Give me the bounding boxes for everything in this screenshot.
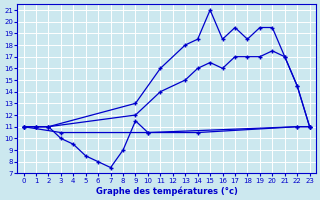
X-axis label: Graphe des températures (°c): Graphe des températures (°c) — [96, 186, 237, 196]
